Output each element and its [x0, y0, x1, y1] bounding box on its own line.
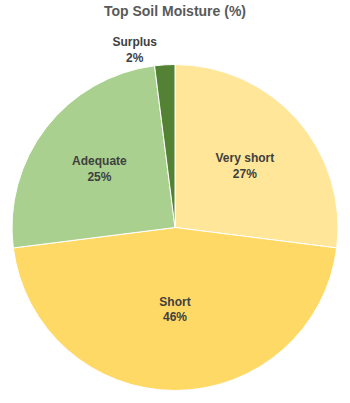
svg-text:Very short27%: Very short27%	[216, 151, 275, 181]
svg-text:Short46%: Short46%	[159, 295, 190, 325]
svg-text:Adequate25%: Adequate25%	[72, 154, 127, 184]
svg-text:Surplus2%: Surplus2%	[112, 35, 157, 65]
svg-text:Top Soil Moisture (%): Top Soil Moisture (%)	[104, 3, 246, 19]
